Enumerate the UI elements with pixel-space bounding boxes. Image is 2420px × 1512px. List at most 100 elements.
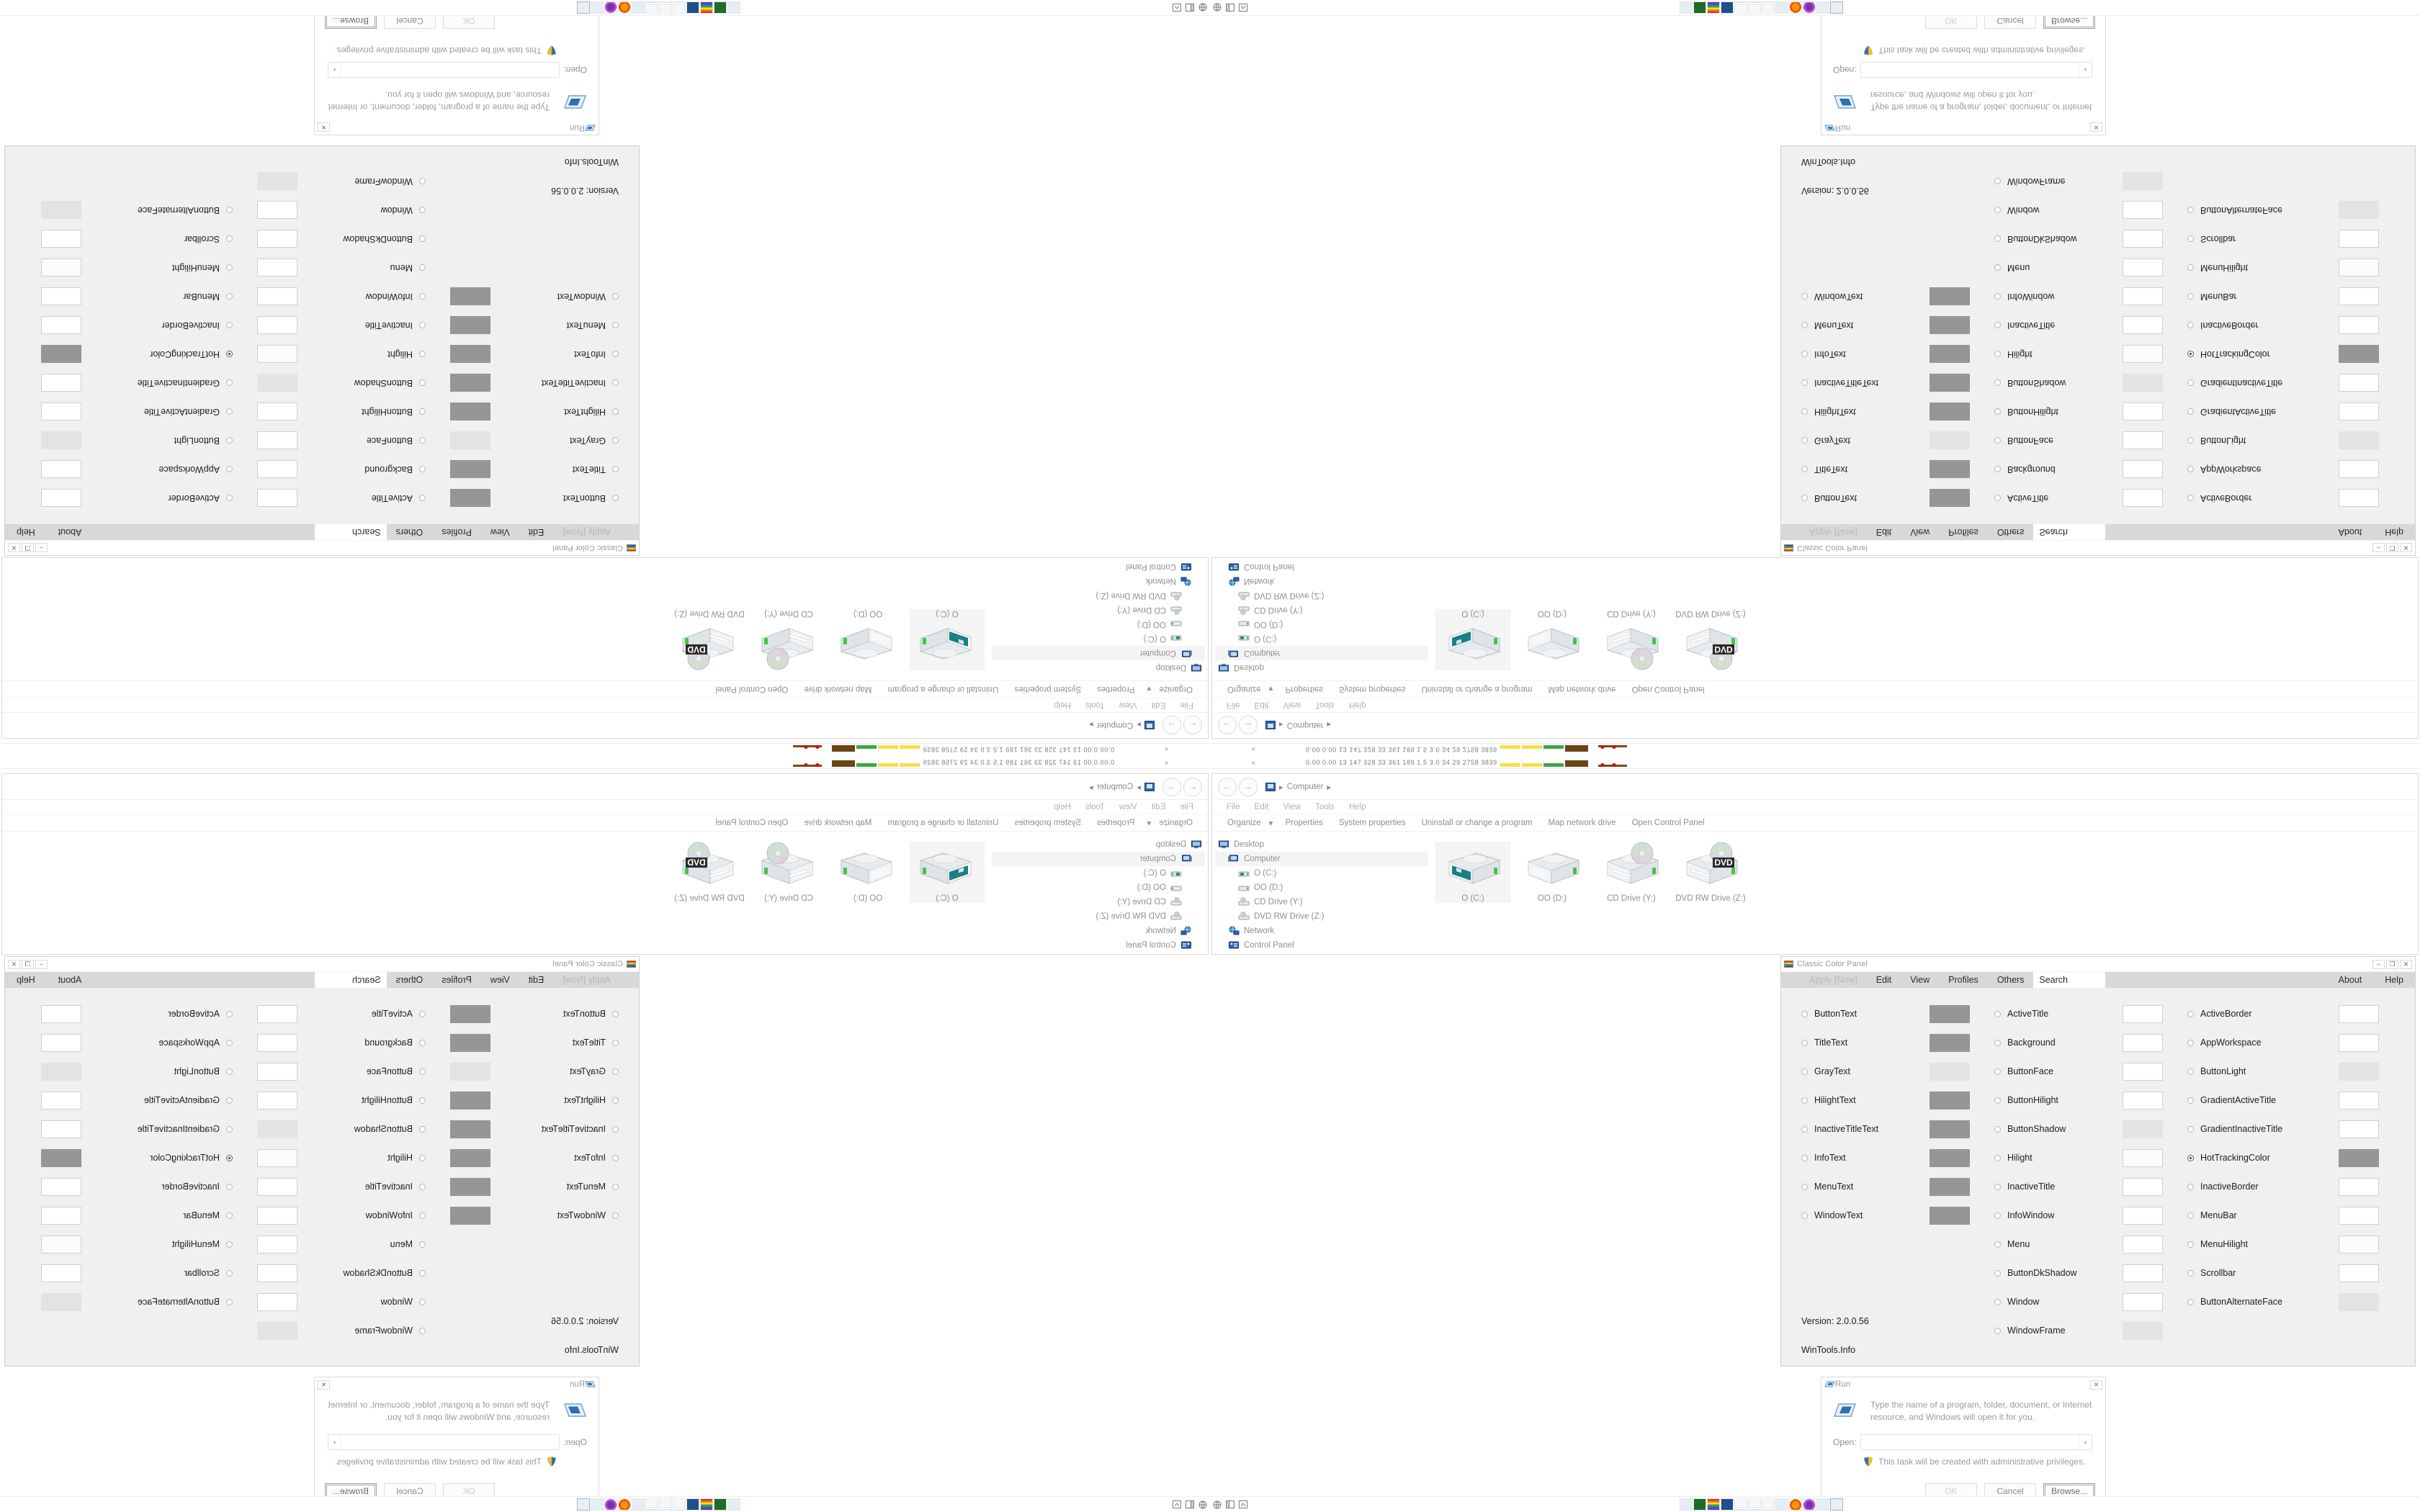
apply-now-button[interactable]: Apply [Now] — [563, 975, 611, 985]
tree-item-computer[interactable]: Computer — [1215, 646, 1428, 660]
ccp-column-3[interactable]: ActiveBorder AppWorkspace ButtonLight Gradi… — [2187, 999, 2396, 1316]
menu-view[interactable]: View — [1119, 701, 1137, 710]
toolbar-map-network-drive[interactable]: Map network drive — [804, 818, 872, 827]
color-swatch-appworkspace[interactable] — [41, 1033, 81, 1052]
taskbar-notepad-icon[interactable] — [1762, 1498, 1775, 1511]
color-row-buttonshadow[interactable]: ButtonShadow — [240, 369, 426, 397]
color-swatch-hilight[interactable] — [257, 345, 297, 364]
color-swatch-buttonshadow[interactable] — [257, 1120, 297, 1138]
taskbar-archive-icon[interactable] — [577, 1498, 590, 1511]
breadcrumb-caret-right[interactable]: ▸ — [1088, 720, 1093, 729]
taskbar-notes-icon[interactable] — [673, 1, 686, 14]
taskbar-screen-icon[interactable] — [632, 1, 645, 14]
color-swatch-buttonshadow[interactable] — [2123, 1120, 2163, 1138]
taskbar-rainbow-icon[interactable] — [1707, 1, 1720, 14]
forward-button[interactable]: → — [1162, 777, 1181, 796]
close-icon[interactable]: ✕ — [2090, 122, 2102, 132]
radio-inactivetitletext[interactable] — [612, 379, 619, 387]
menu-help[interactable]: Help — [1348, 802, 1366, 811]
color-swatch-hottrackingcolor[interactable] — [41, 345, 81, 364]
organize-caret-icon[interactable]: ▾ — [1268, 819, 1273, 828]
color-swatch-infotext[interactable] — [450, 1148, 490, 1167]
color-row-gradientactivetitle[interactable]: GradientActiveTitle — [2187, 397, 2396, 426]
color-swatch-menutext[interactable] — [450, 316, 490, 335]
menu-help[interactable]: Help — [1054, 802, 1072, 811]
color-swatch-window[interactable] — [257, 1292, 297, 1311]
taskbar-notepad-icon[interactable] — [1748, 1498, 1761, 1511]
menu-help[interactable]: Help — [1348, 701, 1366, 710]
color-swatch-buttonalternateface[interactable] — [41, 1292, 81, 1311]
minimize-icon[interactable]: – — [35, 543, 48, 553]
breadcrumb-label[interactable]: Computer — [1286, 721, 1324, 730]
ccp-column-2[interactable]: ActiveTitle Background ButtonFace ButtonHil… — [1994, 167, 2180, 513]
quadrant-bottom-right[interactable]: « 0.00 0.00 13 147 328 33 361 189 1.5 3.… — [1210, 756, 2420, 1512]
menu-others[interactable]: Others — [395, 527, 424, 537]
breadcrumb-caret-left[interactable]: ▸ — [1279, 783, 1283, 792]
run-dialog[interactable]: Run ✕ Type the name of a program, folder… — [1821, 0, 2106, 135]
color-swatch-window[interactable] — [2123, 1292, 2163, 1311]
tree-item-cd-drive-y[interactable]: CD Drive (Y:) — [992, 895, 1205, 909]
radio-gradientinactivetitle[interactable] — [226, 1125, 233, 1133]
taskbar-buttons[interactable] — [1680, 1, 1843, 14]
taskbar-screen-icon[interactable] — [1775, 1, 1788, 14]
radio-window[interactable] — [1994, 1298, 2001, 1305]
drive-item[interactable]: DVD DVD RW Drive (Z:) — [672, 842, 747, 903]
color-row-graytext[interactable]: GrayText — [1801, 426, 1987, 455]
drive-item[interactable]: CD Drive (Y:) — [751, 842, 826, 903]
radio-activeborder[interactable] — [2187, 1010, 2194, 1017]
color-row-menutext[interactable]: MenuText — [1801, 1172, 1987, 1201]
maximize-icon[interactable]: ❐ — [22, 543, 34, 553]
menu-file[interactable]: File — [1180, 802, 1193, 811]
radio-menuhilight[interactable] — [226, 1241, 233, 1248]
radio-buttondkshadow[interactable] — [1994, 1269, 2001, 1277]
minimize-icon[interactable]: – — [2372, 959, 2385, 969]
color-swatch-menubar[interactable] — [2339, 287, 2379, 306]
taskbar-rainbow-icon[interactable] — [1707, 1498, 1720, 1511]
color-swatch-buttonlight[interactable] — [2339, 431, 2379, 450]
monitor-chevron-icon[interactable]: « — [1252, 746, 1256, 754]
color-swatch-menutext[interactable] — [450, 1177, 490, 1196]
drive-item[interactable]: OO (D:) — [1515, 609, 1590, 670]
color-swatch-gradientinactivetitle[interactable] — [41, 374, 81, 392]
color-swatch-buttonhilight[interactable] — [2123, 402, 2163, 421]
drive-item[interactable]: DVD DVD RW Drive (Z:) — [1673, 842, 1748, 903]
run-open-input[interactable]: ▴ — [328, 62, 560, 78]
menu-tools[interactable]: Tools — [1315, 802, 1335, 811]
run-dialog[interactable]: Run ✕ Type the name of a program, folder… — [314, 1377, 599, 1512]
radio-menutext[interactable] — [1801, 1183, 1808, 1190]
taskbar-notepad-icon[interactable] — [659, 1, 672, 14]
taskbar-firefox-icon[interactable] — [1789, 1, 1802, 14]
color-row-buttonlight[interactable]: ButtonLight — [24, 1057, 233, 1086]
color-swatch-buttonalternateface[interactable] — [2339, 1292, 2379, 1311]
taskbar[interactable] — [0, 0, 1210, 16]
browse-button[interactable]: Browse... — [2043, 1482, 2095, 1500]
tree-item-all-control-panel-items[interactable]: All Control Panel Items — [1215, 558, 1428, 559]
color-row-background[interactable]: Background — [240, 1028, 426, 1057]
color-row-windowframe[interactable]: WindowFrame — [240, 1316, 426, 1345]
radio-appworkspace[interactable] — [226, 1039, 233, 1046]
window-icon[interactable] — [1226, 1500, 1234, 1508]
ccp-column-3[interactable]: ActiveBorder AppWorkspace ButtonLight Gradi… — [2187, 196, 2396, 513]
color-swatch-titletext[interactable] — [1930, 460, 1970, 479]
search-input[interactable]: Search — [314, 972, 387, 988]
menu-file[interactable]: File — [1227, 701, 1240, 710]
radio-windowtext[interactable] — [1801, 293, 1808, 300]
radio-activetitle[interactable] — [419, 1010, 426, 1017]
toolbar-properties[interactable]: Properties — [1097, 685, 1135, 694]
radio-buttonlight[interactable] — [2187, 437, 2194, 444]
radio-buttondkshadow[interactable] — [419, 235, 426, 243]
radio-hottrackingcolor[interactable] — [226, 351, 233, 358]
color-row-window[interactable]: Window — [240, 196, 426, 225]
tree-item-computer[interactable]: Computer — [1215, 852, 1428, 866]
color-row-gradientinactivetitle[interactable]: GradientInactiveTitle — [2187, 369, 2396, 397]
color-swatch-windowframe[interactable] — [2123, 1321, 2163, 1340]
color-row-appworkspace[interactable]: AppWorkspace — [24, 1028, 233, 1057]
color-swatch-menu[interactable] — [2123, 1235, 2163, 1254]
radio-buttonhilight[interactable] — [419, 1097, 426, 1104]
tree-item-oo-d[interactable]: OO (D:) — [1215, 881, 1428, 895]
color-row-gradientinactivetitle[interactable]: GradientInactiveTitle — [2187, 1115, 2396, 1143]
color-row-menubar[interactable]: MenuBar — [2187, 282, 2396, 311]
color-swatch-windowframe[interactable] — [257, 172, 297, 191]
color-swatch-buttontext[interactable] — [1930, 489, 1970, 508]
color-row-hilighttext[interactable]: HilightText — [433, 1086, 619, 1115]
